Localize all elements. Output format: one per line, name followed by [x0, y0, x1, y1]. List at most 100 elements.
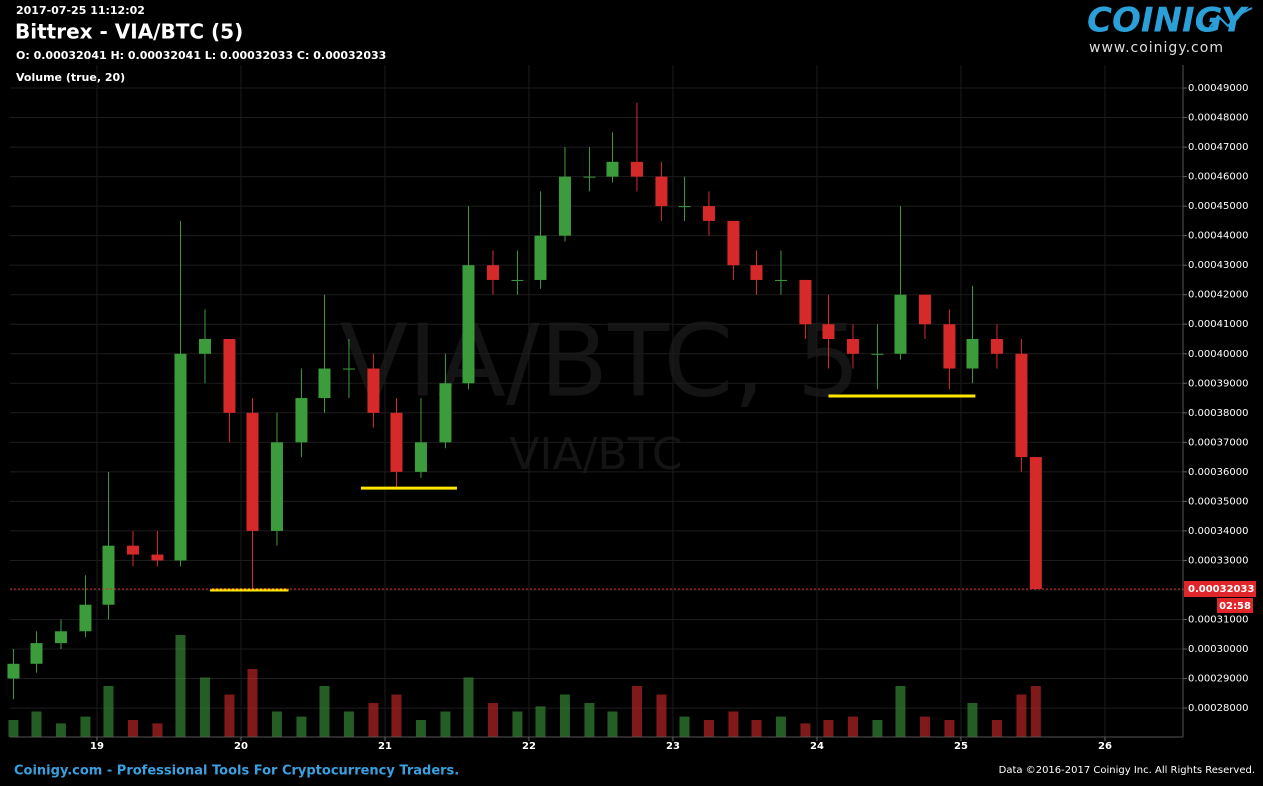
y-tick-label: 0.00048000: [1188, 113, 1248, 124]
candle-body: [822, 324, 835, 339]
x-tick-label: 25: [954, 741, 968, 752]
volume-bar: [872, 720, 883, 737]
y-tick-label: 0.00038000: [1188, 408, 1248, 419]
y-tick-label: 0.00033000: [1188, 555, 1248, 566]
countdown-box: [1217, 597, 1253, 613]
candle-body: [799, 279, 812, 325]
volume-bar: [80, 716, 91, 737]
candle-body: [583, 176, 596, 178]
volume-bar: [224, 694, 235, 737]
y-tick-label: 0.00037000: [1188, 437, 1248, 448]
volume-bar: [368, 703, 379, 737]
volume-bar: [487, 703, 498, 737]
candle-body: [511, 279, 524, 281]
candle-body: [198, 338, 211, 354]
candle-body: [774, 279, 787, 281]
candle-body: [655, 176, 668, 207]
volume-bar: [415, 720, 426, 737]
last-price-label: 0.00032033: [1188, 584, 1254, 595]
candle-body: [606, 161, 619, 177]
candle-body: [871, 353, 884, 355]
volume-bar: [607, 711, 618, 737]
x-tick-label: 23: [666, 741, 680, 752]
y-tick-label: 0.00042000: [1188, 290, 1248, 301]
x-tick-label: 22: [522, 741, 536, 752]
volume-bar: [728, 711, 739, 737]
candle-body: [246, 412, 259, 531]
y-tick-label: 0.00036000: [1188, 467, 1248, 478]
candle-body: [439, 383, 452, 443]
candle-body: [846, 338, 859, 354]
logo-url: www.coinigy.com: [1089, 40, 1224, 56]
candle-body: [414, 442, 427, 472]
y-tick-label: 0.00047000: [1188, 142, 1248, 153]
y-tick-label: 0.00044000: [1188, 231, 1248, 242]
candle-body: [54, 631, 67, 644]
candle-body: [558, 176, 571, 236]
volume-bar: [991, 720, 1002, 737]
volume-bar: [919, 716, 930, 737]
volume-bar: [967, 703, 978, 737]
volume-bar: [703, 720, 714, 737]
footer-right: Data ©2016-2017 Coinigy Inc. All Rights …: [999, 765, 1255, 776]
volume-bar: [823, 720, 834, 737]
candle-body: [462, 265, 475, 384]
volume-bar: [175, 635, 186, 737]
y-tick-label: 0.00040000: [1188, 349, 1248, 360]
candle-body: [1015, 353, 1028, 458]
x-tick-label: 26: [1098, 741, 1112, 752]
y-tick-label: 0.00049000: [1188, 83, 1248, 94]
volume-bar: [1030, 686, 1041, 737]
x-tick-label: 24: [810, 741, 824, 752]
y-tick-label: 0.00043000: [1188, 260, 1248, 271]
countdown: 02:58: [1219, 601, 1251, 612]
volume-bar: [584, 703, 595, 737]
candle-body: [727, 220, 740, 266]
indicator: Volume (true, 20): [16, 71, 125, 84]
volume-bar: [631, 686, 642, 737]
candle-body: [7, 663, 20, 679]
candle-body: [342, 368, 355, 370]
volume-bar: [440, 711, 451, 737]
volume-bar: [559, 694, 570, 737]
ohlc: O: 0.00032041 H: 0.00032041 L: 0.0003203…: [16, 49, 386, 62]
last-price-box: [1184, 580, 1256, 597]
volume-bar: [751, 720, 762, 737]
candle-body: [966, 338, 979, 369]
volume-bar: [296, 716, 307, 737]
candle-body: [79, 604, 92, 632]
volume-bar: [8, 720, 19, 737]
volume-bar: [535, 706, 546, 737]
volume-bar: [656, 694, 667, 737]
candle-body: [318, 368, 331, 399]
volume-bar: [127, 720, 138, 737]
candle-body: [750, 265, 763, 280]
y-tick-label: 0.00029000: [1188, 674, 1248, 685]
watermark: VIA/BTC, 5: [340, 302, 861, 419]
volume-bar: [247, 669, 258, 737]
footer-left[interactable]: Coinigy.com - Professional Tools For Cry…: [14, 764, 459, 779]
volume-bar: [152, 723, 163, 737]
logo: COINIGY: [1087, 1, 1249, 41]
y-tick-label: 0.00030000: [1188, 644, 1248, 655]
candle-body: [630, 161, 643, 177]
y-tick-label: 0.00046000: [1188, 172, 1248, 183]
volume-bar: [1016, 694, 1027, 737]
candle-body: [174, 353, 187, 561]
volume-bar: [463, 677, 474, 737]
candle-body: [990, 338, 1003, 354]
volume-bar: [895, 686, 906, 737]
x-tick-label: 19: [90, 741, 104, 752]
volume-bar: [775, 716, 786, 737]
volume-bar: [679, 716, 690, 737]
candle-body: [30, 643, 43, 664]
volume-bar: [199, 677, 210, 737]
volume-bar: [343, 711, 354, 737]
volume-bar: [103, 686, 114, 737]
y-tick-label: 0.00041000: [1188, 319, 1248, 330]
timestamp: 2017-07-25 11:12:02: [16, 4, 145, 17]
candle-body: [702, 206, 715, 221]
candle-body: [151, 554, 164, 561]
